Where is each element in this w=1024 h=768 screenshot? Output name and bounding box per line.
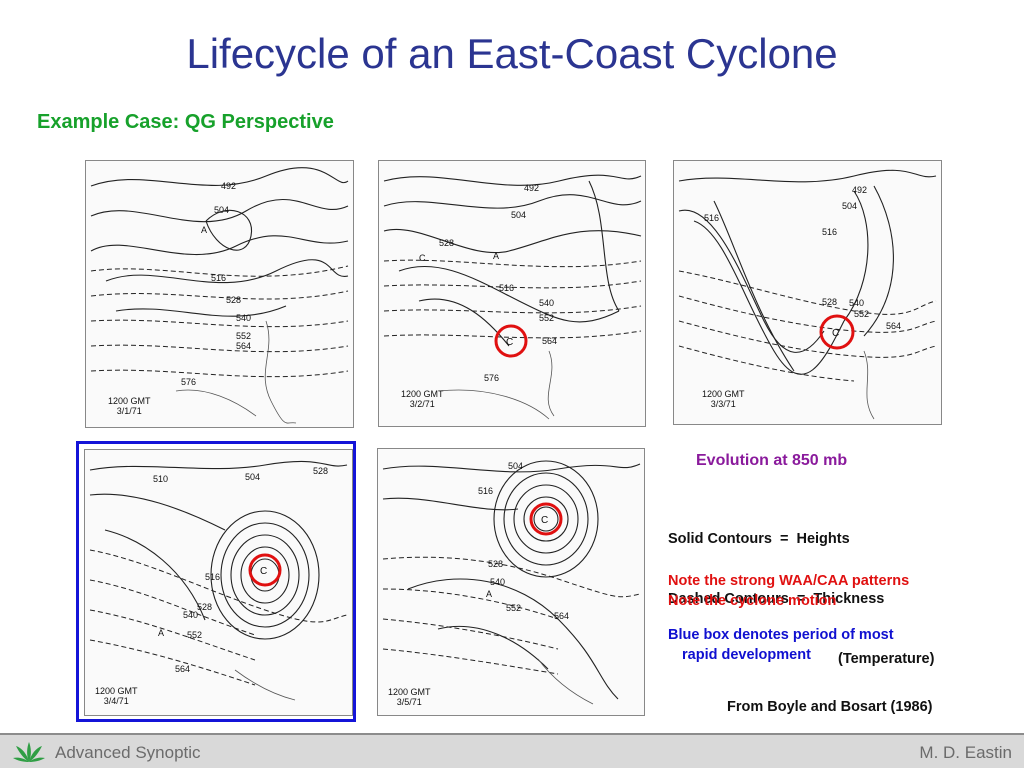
map-2: 492 504 528 516 540 552 564 576 A C C 1200 GM… <box>378 160 646 427</box>
svg-text:528: 528 <box>197 602 212 612</box>
svg-text:564: 564 <box>886 321 901 331</box>
svg-text:A: A <box>486 589 492 599</box>
note-waa-caa: Note the strong WAA/CAA patterns <box>668 573 910 589</box>
svg-text:492: 492 <box>524 183 539 193</box>
map-4: 510 504 528 516 528 540 552 564 A C 1200 GMT… <box>84 449 353 716</box>
svg-text:C: C <box>260 566 267 577</box>
svg-text:552: 552 <box>854 309 869 319</box>
svg-text:540: 540 <box>490 577 505 587</box>
map-1-timestamp: 1200 GMT 3/1/71 <box>108 396 151 416</box>
svg-text:576: 576 <box>181 377 196 387</box>
map-5-contours: 504 516 528 540 552 564 A C <box>382 460 641 705</box>
cyclone-marker <box>248 553 282 587</box>
svg-text:C: C <box>419 253 426 263</box>
svg-text:552: 552 <box>539 313 554 323</box>
svg-text:A: A <box>201 225 207 235</box>
contour-legend: Solid Contours = Heights Dashed Contours… <box>668 489 934 689</box>
svg-text:528: 528 <box>822 297 837 307</box>
blue-note-line-1: Blue box denotes period of most <box>668 627 894 643</box>
svg-text:576: 576 <box>484 373 499 383</box>
svg-text:504: 504 <box>842 201 857 211</box>
cyclone-marker <box>529 502 563 536</box>
svg-text:564: 564 <box>175 664 190 674</box>
svg-text:A: A <box>493 251 499 261</box>
map-5-timestamp: 1200 GMT 3/5/71 <box>388 687 431 707</box>
map-3-contours: 492 504 516 516 528 540 552 564 C <box>678 169 937 420</box>
panel-heading: Evolution at 850 mb <box>696 452 848 469</box>
svg-text:504: 504 <box>245 472 260 482</box>
svg-text:540: 540 <box>849 298 864 308</box>
svg-text:552: 552 <box>506 603 521 613</box>
svg-text:540: 540 <box>183 610 198 620</box>
svg-text:C: C <box>506 337 513 348</box>
svg-text:504: 504 <box>214 205 229 215</box>
blue-box-note: Blue box denotes period of most rapid de… <box>668 625 894 665</box>
map-1-contours: 492 504 516 528 540 552 564 576 A <box>90 167 349 424</box>
svg-text:564: 564 <box>554 611 569 621</box>
footer-bar: Advanced Synoptic M. D. Eastin <box>0 733 1024 768</box>
svg-text:564: 564 <box>236 341 251 351</box>
cyclone-marker <box>819 314 855 350</box>
svg-text:516: 516 <box>478 486 493 496</box>
svg-text:516: 516 <box>205 572 220 582</box>
svg-text:504: 504 <box>508 461 523 471</box>
svg-text:510: 510 <box>153 474 168 484</box>
svg-text:528: 528 <box>439 238 454 248</box>
svg-text:516: 516 <box>704 213 719 223</box>
svg-text:528: 528 <box>313 466 328 476</box>
svg-text:C: C <box>832 328 839 339</box>
author-name: M. D. Eastin <box>919 743 1012 762</box>
svg-text:516: 516 <box>499 283 514 293</box>
svg-text:504: 504 <box>511 210 526 220</box>
svg-text:516: 516 <box>822 227 837 237</box>
svg-text:C: C <box>541 515 548 526</box>
map-2-contours: 492 504 528 516 540 552 564 576 A C C <box>383 174 642 420</box>
svg-text:528: 528 <box>488 559 503 569</box>
svg-text:540: 540 <box>236 313 251 323</box>
svg-text:492: 492 <box>852 185 867 195</box>
map-3-timestamp: 1200 GMT 3/3/71 <box>702 389 745 409</box>
svg-text:516: 516 <box>211 273 226 283</box>
cyclone-marker <box>494 324 528 358</box>
slide-title: Lifecycle of an East-Coast Cyclone <box>186 30 838 77</box>
notes: Note the strong WAA/CAA patterns Note th… <box>668 571 909 611</box>
svg-text:552: 552 <box>236 331 251 341</box>
map-3: 492 504 516 516 528 540 552 564 C 1200 GMT 3/… <box>673 160 942 425</box>
blue-note-line-2: rapid development <box>682 647 811 663</box>
source-citation: From Boyle and Bosart (1986) <box>727 699 933 715</box>
legend-dashed-sub: (Temperature) <box>838 651 935 667</box>
svg-text:552: 552 <box>187 630 202 640</box>
legend-solid: Solid Contours = Heights <box>668 531 850 547</box>
note-cyclone-motion: Note the cyclone motion <box>668 593 837 609</box>
course-name: Advanced Synoptic <box>55 743 201 762</box>
svg-text:528: 528 <box>226 295 241 305</box>
rapid-development-box <box>76 441 356 722</box>
slide-subtitle: Example Case: QG Perspective <box>37 111 334 133</box>
map-4-timestamp: 1200 GMT 3/4/71 <box>95 686 138 706</box>
map-1: 492 504 516 528 540 552 564 576 A 1200 GMT 3/… <box>85 160 354 428</box>
svg-text:492: 492 <box>221 181 236 191</box>
leaf-logo-icon <box>13 742 45 762</box>
svg-text:540: 540 <box>539 298 554 308</box>
svg-text:A: A <box>158 628 164 638</box>
legend-dashed: Dashed Contours = Thickness <box>668 591 885 607</box>
map-5: 504 516 528 540 552 564 A C 1200 GMT 3/5/71 <box>377 448 645 716</box>
svg-text:564: 564 <box>542 336 557 346</box>
map-2-timestamp: 1200 GMT 3/2/71 <box>401 389 444 409</box>
